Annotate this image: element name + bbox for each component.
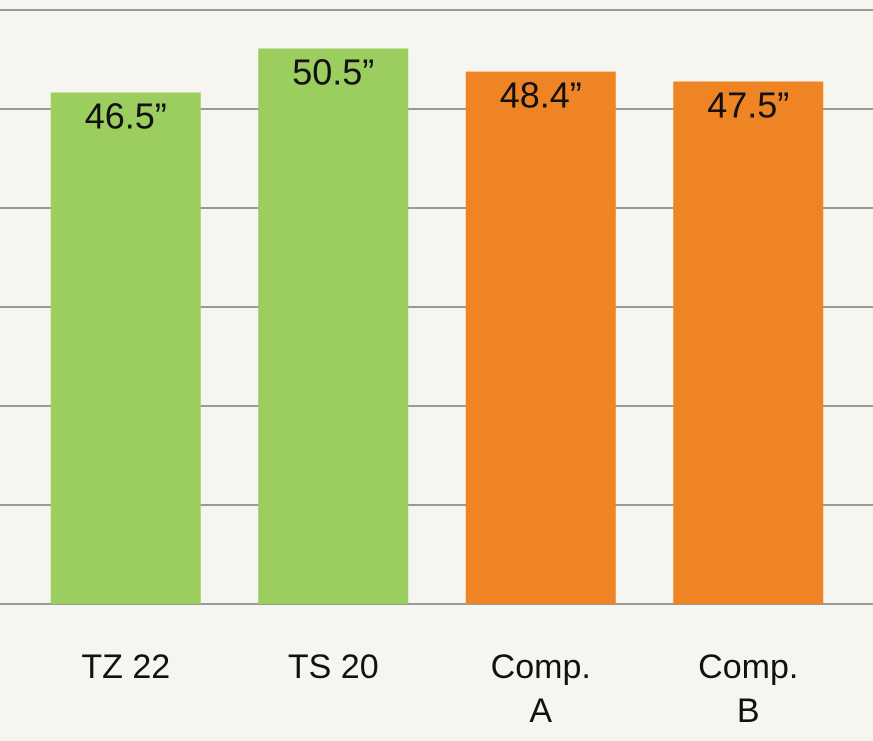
bar — [673, 81, 824, 604]
x-tick-label: Comp. B — [698, 648, 799, 730]
value-label: 46.5” — [85, 96, 167, 137]
x-tick-label: TS 20 — [287, 648, 379, 686]
value-label: 47.5” — [707, 85, 789, 126]
bar — [258, 48, 409, 604]
bar — [465, 71, 616, 605]
x-tick-label: Comp. A — [490, 648, 591, 730]
bar — [50, 92, 201, 604]
x-tick-label: TZ 22 — [81, 648, 171, 686]
value-label: 50.5” — [292, 52, 374, 93]
value-label: 48.4” — [500, 75, 582, 116]
